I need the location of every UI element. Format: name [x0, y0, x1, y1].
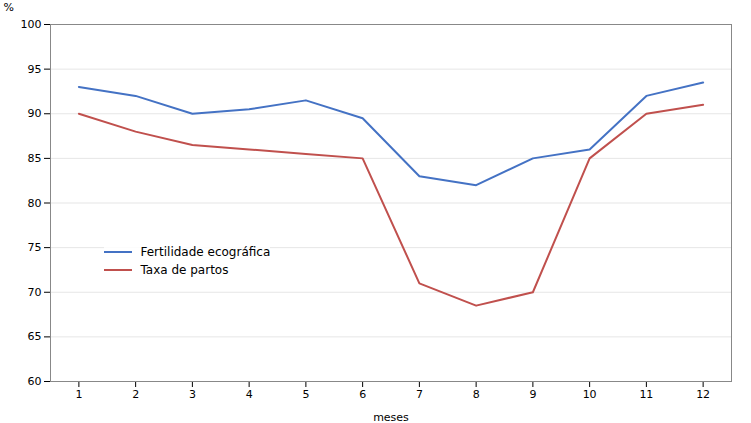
svg-text:5: 5: [302, 388, 309, 401]
svg-text:8: 8: [473, 388, 480, 401]
html-text:Taxa de partos: Taxa de partos: [140, 263, 229, 277]
svg-text:6: 6: [359, 388, 366, 401]
svg-text:75: 75: [28, 241, 42, 254]
svg-text:11: 11: [639, 388, 653, 401]
svg-text:7: 7: [416, 388, 423, 401]
svg-text:85: 85: [28, 152, 42, 165]
svg-text:65: 65: [28, 330, 42, 343]
svg-text:10: 10: [583, 388, 597, 401]
svg-text:100: 100: [21, 18, 42, 31]
svg-text:meses: meses: [373, 411, 409, 423]
svg-text:80: 80: [28, 197, 42, 210]
svg-text:70: 70: [28, 286, 42, 299]
svg-text:2: 2: [132, 388, 139, 401]
svg-text:%: %: [4, 1, 14, 14]
svg-text:90: 90: [28, 107, 42, 120]
svg-text:12: 12: [696, 388, 710, 401]
svg-text:3: 3: [189, 388, 196, 401]
svg-text:1: 1: [75, 388, 82, 401]
svg-text:95: 95: [28, 63, 42, 76]
svg-text:9: 9: [529, 388, 536, 401]
html-text:Fertilidade ecográfica: Fertilidade ecográfica: [140, 245, 271, 259]
svg-text:60: 60: [28, 375, 42, 388]
svg-text:4: 4: [246, 388, 253, 401]
